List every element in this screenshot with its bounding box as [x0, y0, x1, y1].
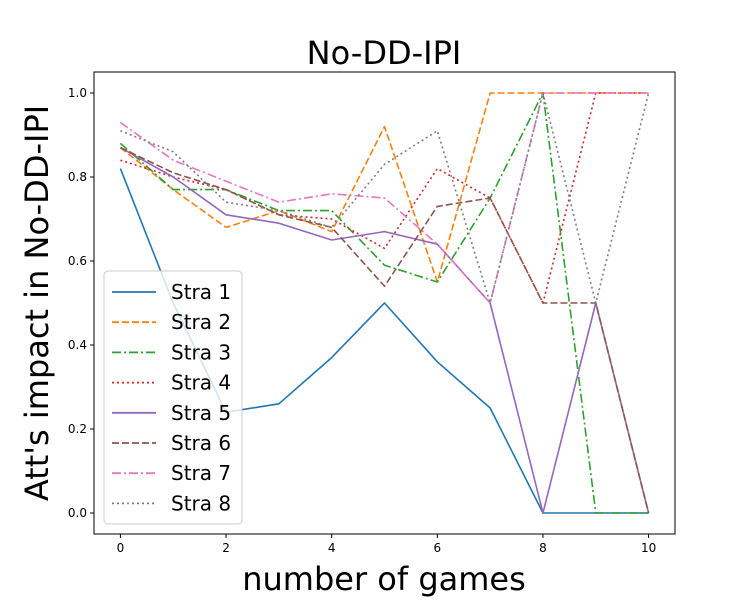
y-tick-label: 1.0 [68, 86, 87, 100]
series-line-stra-8 [120, 92, 650, 304]
legend: Stra 1 Stra 2 Stra 3 Stra 4 Stra 5 Stra 6 Stra… [103, 270, 243, 525]
y-axis-label: Att's impact in No-DD-IPI [18, 105, 56, 501]
legend-label-stra-2: Stra 2 [171, 310, 231, 334]
x-tick-label: 6 [433, 541, 441, 555]
x-axis-ticks: 0 2 4 6 8 10 [117, 534, 656, 555]
plot-lines [119, 92, 650, 514]
series-line-stra-3 [119, 92, 649, 514]
x-tick-label: 10 [641, 541, 656, 555]
series-line-stra-7 [119, 92, 649, 304]
y-axis-ticks: 0.0 0.2 0.4 0.6 0.8 1.0 [68, 86, 94, 520]
legend-label-stra-5: Stra 5 [171, 401, 231, 425]
x-tick-label: 2 [222, 541, 230, 555]
series-line-stra-5 [120, 146, 650, 514]
legend-label-stra-8: Stra 8 [171, 491, 231, 515]
legend-label-stra-7: Stra 7 [171, 461, 231, 485]
legend-label-stra-3: Stra 3 [171, 340, 231, 364]
chart-title: No-DD-IPI [307, 34, 462, 72]
legend-label-stra-6: Stra 6 [171, 431, 231, 455]
x-axis-label: number of games [242, 560, 526, 598]
series-line-stra-2 [119, 92, 649, 283]
y-tick-label: 0.0 [68, 506, 87, 520]
series-line-stra-6 [120, 146, 650, 514]
y-tick-label: 0.6 [68, 254, 87, 268]
y-tick-label: 0.8 [68, 170, 87, 184]
legend-label-stra-4: Stra 4 [171, 371, 231, 395]
x-tick-label: 4 [328, 541, 336, 555]
y-tick-label: 0.2 [68, 422, 87, 436]
y-tick-label: 0.4 [68, 338, 87, 352]
legend-box [103, 270, 243, 525]
legend-label-stra-1: Stra 1 [171, 280, 231, 304]
x-tick-label: 0 [117, 541, 125, 555]
x-tick-label: 8 [539, 541, 547, 555]
plot-frame [93, 71, 676, 535]
